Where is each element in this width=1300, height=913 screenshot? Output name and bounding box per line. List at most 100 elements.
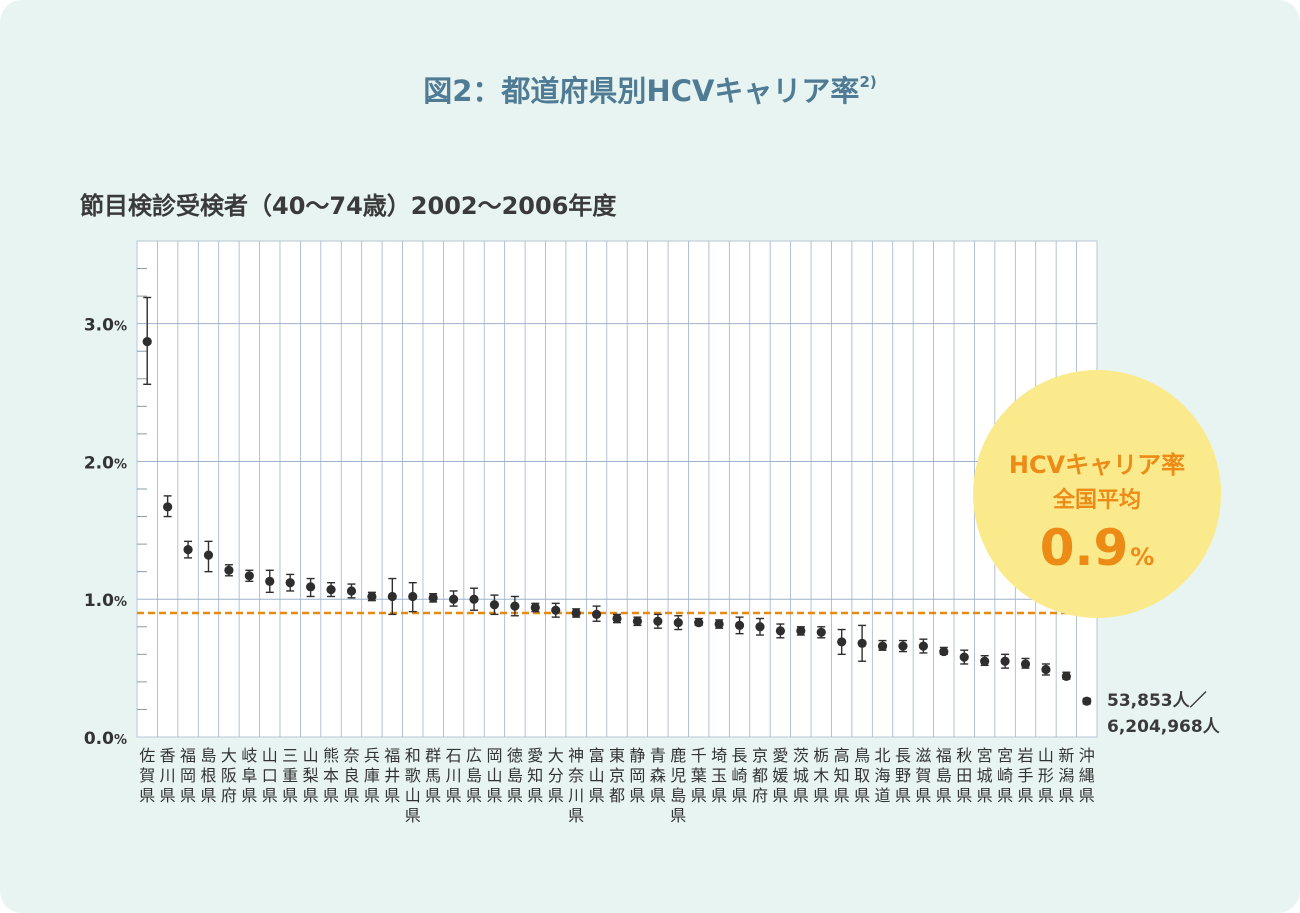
x-tick-label: 静岡県	[629, 746, 645, 805]
x-tick-label: 宮城県	[977, 746, 993, 805]
data-point-marker	[755, 622, 765, 632]
data-point-marker	[1082, 696, 1092, 706]
x-tick-label: 埼玉県	[711, 746, 727, 805]
data-point-marker	[939, 646, 949, 657]
figure-title-text: 図2：都道府県別HCVキャリア率	[423, 74, 860, 108]
data-point	[816, 626, 826, 639]
x-tick-label: 福島県	[936, 746, 952, 805]
data-point	[918, 638, 928, 654]
x-tick-label: 愛媛県	[772, 746, 788, 805]
x-tick-label: 三重県	[282, 746, 298, 805]
x-tick-label: 東京都	[609, 746, 625, 805]
x-tick-label: 神奈川県	[568, 746, 584, 825]
data-point	[612, 613, 622, 624]
data-point-marker	[673, 618, 683, 628]
x-tick-label: 香川県	[160, 746, 176, 805]
data-point	[244, 569, 254, 583]
x-tick-label: 秋田県	[956, 746, 972, 805]
x-tick-label: 広島県	[466, 746, 482, 805]
data-point	[796, 626, 806, 636]
data-point	[408, 581, 418, 613]
data-point-marker	[326, 584, 336, 595]
data-point	[980, 655, 990, 667]
data-point-marker	[224, 565, 234, 575]
data-point-marker	[898, 641, 908, 651]
x-tick-label: 愛知県	[527, 746, 543, 805]
data-point-marker	[1061, 671, 1071, 681]
data-point-marker	[775, 626, 786, 636]
data-point	[551, 602, 561, 618]
data-point	[694, 617, 704, 628]
x-tick-label: 北海道	[875, 746, 891, 805]
chart-subtitle: 節目検診受検者（40〜74歳）2002〜2006年度	[80, 192, 617, 220]
data-point	[163, 495, 173, 518]
x-tick-label: 佐賀県	[139, 746, 155, 805]
data-point	[142, 296, 152, 385]
data-point-marker	[612, 613, 622, 624]
x-tick-label: 奈良県	[343, 746, 359, 805]
data-point-marker	[918, 641, 928, 651]
data-point	[203, 540, 214, 573]
data-point-marker	[734, 620, 745, 631]
data-point-marker	[448, 594, 459, 604]
data-point	[448, 590, 459, 607]
x-tick-label: 福岡県	[180, 746, 196, 805]
sample-size-note: 53,853人／ 6,204,968人	[1107, 688, 1220, 740]
x-tick-label: 京都府	[752, 746, 768, 805]
x-tick-label: 茨城県	[793, 746, 809, 805]
x-tick-label: 山形県	[1038, 746, 1054, 805]
data-point-marker	[203, 550, 214, 560]
x-tick-label: 石川県	[446, 746, 462, 805]
sample-size-total: 6,204,968人	[1107, 717, 1220, 737]
national-average-callout: HCVキャリア率 全国平均 0.9%	[973, 370, 1221, 618]
data-point-marker	[367, 591, 377, 602]
x-tick-label: 群馬県	[425, 746, 441, 805]
data-point	[673, 615, 683, 631]
x-tick-label: 大阪府	[221, 746, 237, 805]
data-point-marker	[244, 571, 254, 581]
y-tick-label: 1.0%	[84, 591, 127, 611]
x-tick-label: 滋賀県	[915, 746, 931, 805]
data-point-marker	[857, 638, 867, 648]
data-point	[387, 577, 397, 616]
data-point-marker	[346, 586, 357, 596]
data-point	[469, 587, 479, 611]
data-point-marker	[591, 609, 602, 619]
x-tick-label: 岐阜県	[241, 746, 257, 805]
data-point	[857, 624, 867, 662]
sample-size-carriers: 53,853人／	[1107, 691, 1207, 711]
data-point-marker	[530, 602, 540, 613]
figure-title: 図2：都道府県別HCVキャリア率2)	[0, 68, 1300, 110]
x-tick-label: 福井県	[384, 746, 400, 805]
data-point	[775, 623, 786, 639]
x-tick-label: 徳島県	[507, 746, 523, 805]
data-point-marker	[653, 616, 663, 626]
data-point	[877, 639, 888, 651]
data-point	[183, 540, 193, 559]
x-tick-label: 沖縄県	[1079, 746, 1095, 805]
data-point	[755, 617, 765, 636]
data-point-marker	[632, 616, 643, 626]
data-point-marker	[183, 545, 193, 555]
data-point-marker	[551, 605, 561, 615]
x-tick-label: 大分県	[548, 746, 564, 805]
data-point-marker	[469, 594, 479, 604]
data-point	[265, 569, 275, 594]
x-tick-label: 熊本県	[323, 746, 339, 805]
x-tick-label: 兵庫県	[364, 746, 380, 805]
data-point-marker	[163, 502, 173, 512]
x-tick-label: 富山県	[589, 746, 605, 805]
data-point	[653, 613, 663, 629]
data-point	[1082, 696, 1092, 706]
data-point	[224, 564, 234, 577]
data-point-marker	[959, 652, 969, 662]
data-point	[591, 605, 602, 622]
data-point-marker	[980, 656, 990, 666]
x-tick-label: 山口県	[262, 746, 278, 805]
data-point	[1020, 657, 1031, 669]
data-point	[1061, 671, 1071, 681]
x-tick-label: 栃木県	[813, 746, 829, 805]
x-tick-label: 千葉県	[691, 746, 707, 805]
data-point-marker	[837, 637, 847, 647]
data-point	[428, 593, 438, 603]
